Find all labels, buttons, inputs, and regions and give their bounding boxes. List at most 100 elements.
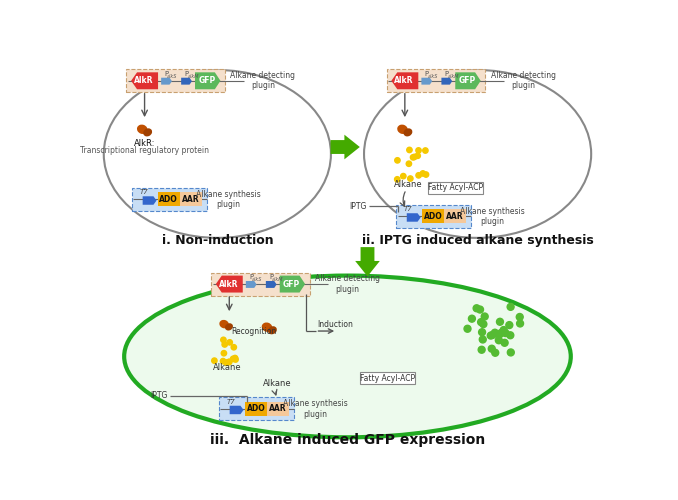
Text: alkS: alkS — [428, 74, 438, 79]
Text: iii.  Alkane induced GFP expression: iii. Alkane induced GFP expression — [210, 434, 485, 448]
Circle shape — [233, 357, 238, 362]
Bar — [360, 372, 415, 384]
Text: Alkane: Alkane — [263, 379, 292, 388]
Bar — [386, 69, 485, 92]
Polygon shape — [280, 276, 305, 292]
Circle shape — [407, 147, 412, 152]
Circle shape — [233, 356, 238, 360]
Text: Alkane: Alkane — [214, 364, 242, 372]
Circle shape — [468, 315, 475, 322]
Text: Alkane synthesis
plugin: Alkane synthesis plugin — [283, 399, 348, 418]
Ellipse shape — [397, 124, 408, 134]
Ellipse shape — [104, 70, 331, 238]
Bar — [396, 205, 471, 228]
Text: alkM: alkM — [447, 74, 459, 79]
Bar — [422, 210, 443, 223]
Polygon shape — [246, 281, 256, 288]
Circle shape — [507, 304, 514, 310]
Ellipse shape — [268, 326, 277, 334]
Polygon shape — [391, 72, 418, 90]
Bar — [132, 188, 207, 211]
Ellipse shape — [403, 128, 412, 136]
Text: Alkane detecting
plugin: Alkane detecting plugin — [231, 71, 296, 90]
Ellipse shape — [262, 322, 273, 332]
Circle shape — [481, 313, 488, 320]
Circle shape — [395, 158, 400, 163]
Text: Transcriptional regulatory protein: Transcriptional regulatory protein — [80, 146, 209, 156]
Circle shape — [501, 340, 508, 346]
Polygon shape — [455, 72, 481, 90]
Circle shape — [492, 350, 499, 356]
Circle shape — [464, 326, 471, 332]
Text: IPTG: IPTG — [150, 391, 167, 400]
Text: Recognition: Recognition — [231, 326, 276, 336]
Text: T7: T7 — [140, 190, 148, 196]
Circle shape — [407, 176, 413, 181]
Text: ADO: ADO — [424, 212, 442, 221]
Bar — [445, 210, 466, 223]
Text: GFP: GFP — [199, 76, 216, 86]
Polygon shape — [422, 78, 432, 84]
Circle shape — [490, 332, 496, 338]
Text: AlkR: AlkR — [219, 280, 238, 288]
Circle shape — [496, 318, 504, 325]
Circle shape — [224, 360, 230, 366]
Polygon shape — [195, 72, 220, 90]
Text: ADO: ADO — [159, 195, 178, 204]
Ellipse shape — [137, 124, 148, 134]
Ellipse shape — [364, 70, 591, 238]
Ellipse shape — [220, 320, 229, 328]
Text: AlkR: AlkR — [134, 76, 153, 86]
Polygon shape — [230, 406, 243, 414]
Circle shape — [224, 360, 229, 366]
Circle shape — [516, 314, 523, 320]
Text: IPTG: IPTG — [349, 202, 367, 211]
Polygon shape — [266, 281, 277, 288]
Polygon shape — [216, 276, 243, 292]
Circle shape — [401, 174, 406, 179]
Polygon shape — [441, 78, 452, 84]
Circle shape — [498, 330, 504, 336]
Circle shape — [406, 161, 412, 166]
Text: AAR: AAR — [182, 195, 200, 204]
Circle shape — [480, 320, 487, 328]
Text: AlkR: AlkR — [395, 76, 414, 86]
Polygon shape — [407, 213, 420, 222]
Ellipse shape — [124, 276, 571, 438]
Polygon shape — [355, 247, 380, 276]
Polygon shape — [161, 78, 172, 84]
Circle shape — [500, 326, 507, 334]
Circle shape — [488, 345, 495, 352]
Text: Alkane detecting
plugin: Alkane detecting plugin — [315, 274, 380, 294]
Circle shape — [212, 358, 217, 364]
Circle shape — [416, 172, 421, 178]
Ellipse shape — [143, 128, 152, 136]
Circle shape — [416, 148, 421, 153]
Circle shape — [422, 148, 428, 153]
Bar — [211, 272, 310, 295]
Text: Fatty Acyl-ACP: Fatty Acyl-ACP — [360, 374, 415, 382]
Text: Alkane: Alkane — [395, 180, 423, 189]
Text: ADO: ADO — [247, 404, 265, 413]
Circle shape — [222, 342, 227, 347]
Circle shape — [477, 306, 483, 313]
Circle shape — [477, 318, 485, 326]
Text: Fatty Acyl-ACP: Fatty Acyl-ACP — [428, 184, 483, 192]
Text: P: P — [445, 71, 449, 77]
Circle shape — [412, 154, 417, 160]
Polygon shape — [142, 196, 157, 205]
Text: P: P — [249, 274, 253, 280]
Circle shape — [420, 170, 426, 176]
Text: ii. IPTG induced alkane synthesis: ii. IPTG induced alkane synthesis — [362, 234, 593, 246]
Text: GFP: GFP — [283, 280, 300, 288]
Circle shape — [507, 349, 515, 356]
Text: T7: T7 — [227, 399, 235, 405]
Polygon shape — [131, 72, 158, 90]
Text: P: P — [184, 71, 188, 77]
Circle shape — [502, 330, 509, 336]
Circle shape — [415, 153, 420, 158]
Circle shape — [221, 337, 226, 342]
Circle shape — [410, 154, 416, 160]
Circle shape — [487, 332, 494, 339]
Bar — [127, 69, 225, 92]
